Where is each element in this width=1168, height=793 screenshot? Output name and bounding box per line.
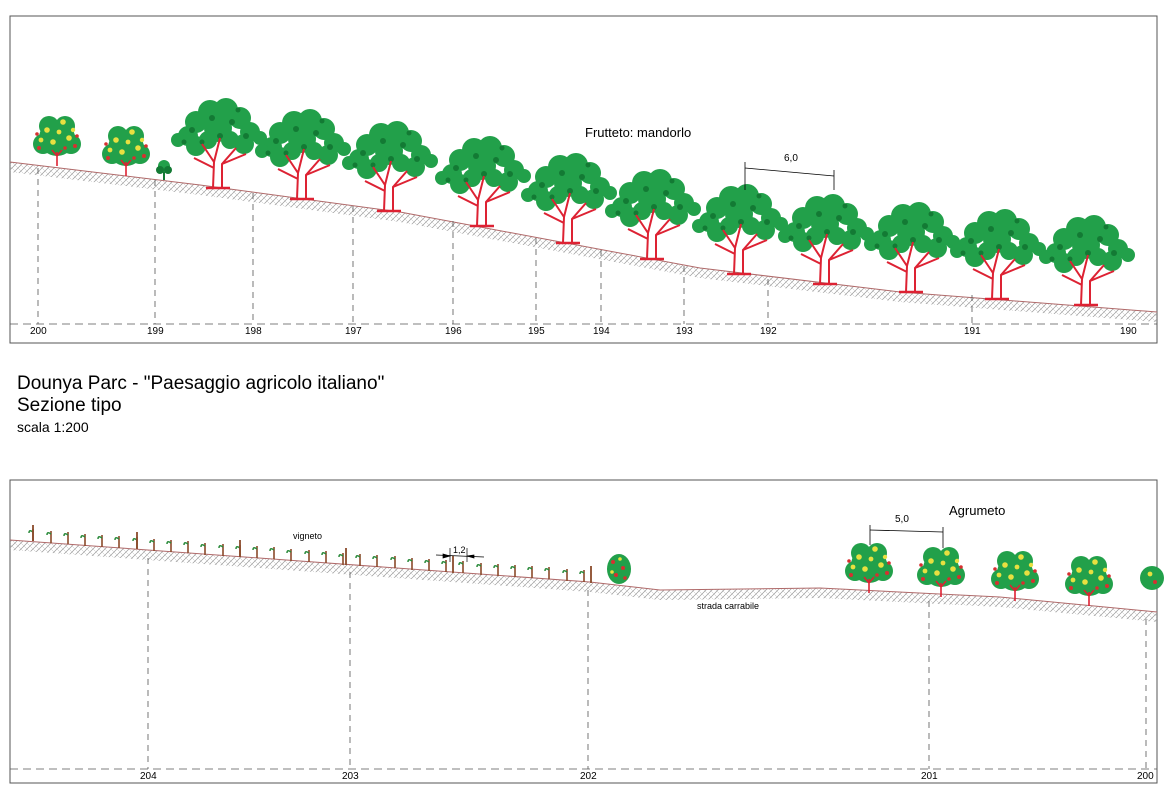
chainage-label: 190 — [1120, 326, 1137, 337]
almond-tree-icon — [253, 107, 353, 201]
almond-tree-icon — [603, 167, 703, 261]
almond-tree-icon — [169, 96, 269, 190]
chainage-label: 194 — [593, 326, 610, 337]
vineyard-label: vigneto — [293, 531, 322, 541]
citrus-tree-icon — [916, 546, 966, 598]
citrus-tree-icon — [1140, 566, 1164, 590]
chainage-label: 199 — [147, 326, 164, 337]
spacing-dimension-value: 6,0 — [784, 153, 798, 164]
road-label: strada carrabile — [697, 601, 759, 611]
spacing-dimension — [744, 162, 835, 190]
almond-tree-icon — [862, 200, 962, 294]
chainage-label: 198 — [245, 326, 262, 337]
chainage-label: 195 — [528, 326, 545, 337]
drawing-subtitle: Sezione tipo — [17, 395, 122, 416]
chainage-label: 204 — [140, 771, 157, 782]
bottom-section-frame — [9, 479, 1158, 784]
chainage-label: 196 — [445, 326, 462, 337]
chainage-label: 192 — [760, 326, 777, 337]
orchard-label: Frutteto: mandorlo — [585, 125, 691, 140]
bottom-ground-line — [9, 539, 1158, 613]
chainage-label: 200 — [1137, 771, 1154, 782]
chainage-label: 202 — [580, 771, 597, 782]
citrus-tree-icon — [1064, 555, 1114, 607]
top-ground-profile — [10, 162, 1157, 322]
drawing-scale: scala 1:200 — [17, 419, 89, 435]
chainage-label: 201 — [921, 771, 938, 782]
citrus-tree-icon — [101, 125, 151, 177]
chainage-label: 197 — [345, 326, 362, 337]
chainage-label: 193 — [676, 326, 693, 337]
tree-spacing-value: 5,0 — [895, 514, 909, 525]
drawing-title: Dounya Parc - "Paesaggio agricolo italia… — [17, 373, 385, 394]
almond-tree-icon — [776, 192, 876, 286]
citrus-tree-icon — [32, 115, 82, 167]
title-block: Dounya Parc - "Paesaggio agricolo italia… — [17, 373, 384, 437]
citrus-orchard-label: Agrumeto — [949, 503, 1005, 518]
chainage-label: 200 — [30, 326, 47, 337]
chainage-label: 203 — [342, 771, 359, 782]
almond-tree-icon — [519, 151, 619, 245]
shrub-icon — [156, 160, 172, 180]
top-section-frame — [9, 15, 1158, 344]
bush-icon — [607, 554, 631, 584]
citrus-tree-icon — [990, 550, 1040, 602]
chainage-label: 191 — [964, 326, 981, 337]
almond-tree-icon — [340, 119, 440, 213]
vine-spacing-dimension — [435, 548, 485, 562]
tree-spacing-dimension — [869, 525, 944, 548]
almond-tree-icon — [433, 134, 533, 228]
almond-tree-icon — [948, 207, 1048, 301]
almond-tree-icon — [1037, 213, 1137, 307]
almond-tree-icon — [690, 182, 790, 276]
citrus-tree-icon — [844, 542, 894, 594]
vine-spacing-value: 1,2 — [453, 545, 466, 555]
